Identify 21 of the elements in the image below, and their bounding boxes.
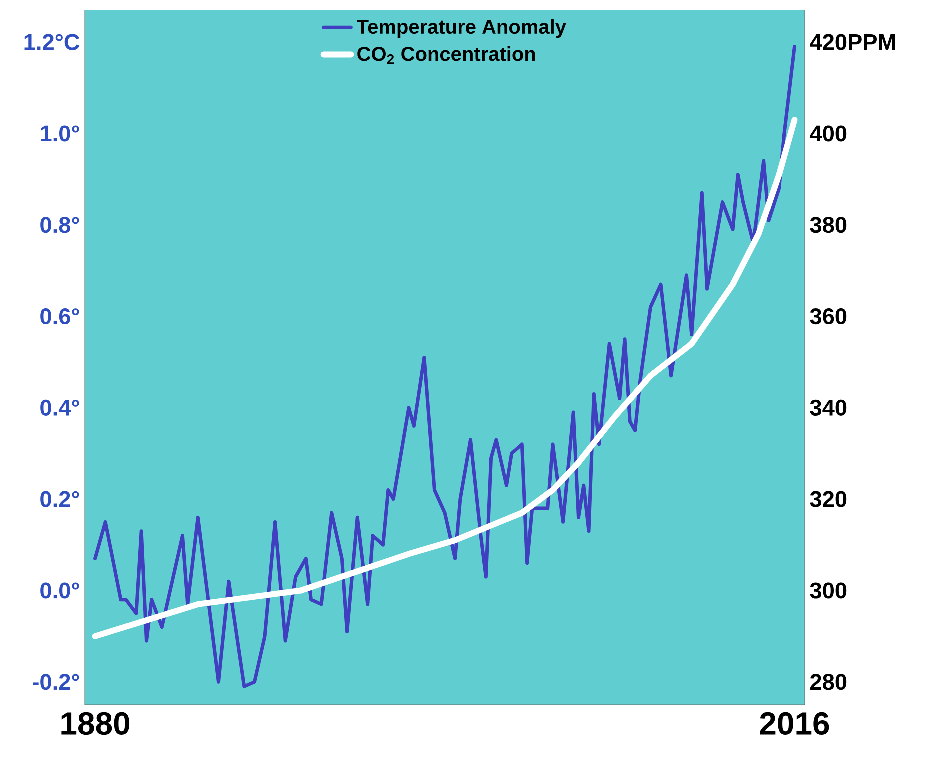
y2-tick-label: 380	[810, 217, 847, 234]
y-tick-label: 0.8°	[40, 217, 80, 234]
legend-label: CO$_{2}$ Concentration	[358, 46, 536, 64]
y-tick-label: 0.6°	[40, 308, 80, 325]
y2-tick-label: 280	[810, 674, 847, 690]
y-tick-label: 1.0°	[41, 126, 80, 142]
y2-tick-label: 320	[810, 491, 847, 508]
y-tick-label: -0.2°	[33, 674, 80, 690]
y-tick-label: 0.2°	[40, 491, 80, 508]
line-series	[94, 45, 796, 688]
y-tick-label: 0.4°	[40, 400, 80, 416]
y2-tick-label: 420PPM	[810, 34, 896, 50]
y2-tick-label: 360	[810, 308, 847, 325]
x-tick-label: 1880	[62, 712, 130, 736]
y2-tick-label: 340	[810, 400, 847, 416]
y2-tick-label: 400	[810, 126, 847, 142]
y2-tick-label: 300	[810, 582, 847, 599]
x-tick-label: 2016	[760, 712, 830, 736]
legend-label: Temperature Anomaly	[357, 19, 566, 38]
y-tick-label: 0.0°	[40, 582, 80, 599]
y-tick-label: 1.2°C	[24, 34, 80, 50]
